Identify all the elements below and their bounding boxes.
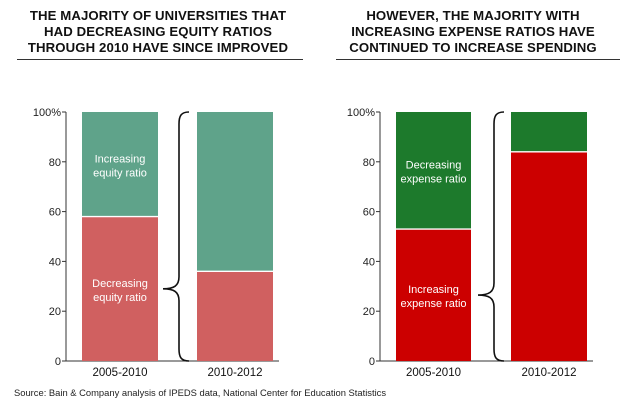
left-segment-label: equity ratio: [93, 292, 147, 304]
right-segment-label: Decreasing: [406, 160, 462, 172]
left-title-rule: [17, 59, 303, 60]
right-y-tick-label: 60: [363, 207, 375, 219]
right-title-line-2: INCREASING EXPENSE RATIOS HAVE: [351, 24, 595, 39]
left-segment-label: Decreasing: [92, 278, 148, 290]
left-y-tick-label: 20: [49, 306, 61, 318]
right-bar-2005-2010-increasing-expense-ratio: [396, 229, 471, 361]
left-title-line-3: THROUGH 2010 HAVE SINCE IMPROVED: [27, 40, 289, 55]
right-title-line-1: HOWEVER, THE MAJORITY WITH: [366, 8, 580, 23]
left-segment-label: equity ratio: [93, 167, 147, 179]
left-y-tick-label: 0: [55, 356, 61, 368]
left-y-tick-label: 60: [49, 207, 61, 219]
right-y-tick-label: 0: [369, 356, 375, 368]
left-bar-2005-2010-decreasing-equity-ratio: [82, 216, 158, 361]
left-title-line-2: HAD DECREASING EQUITY RATIOS: [44, 24, 272, 39]
right-y-tick-label: 100%: [347, 107, 375, 119]
left-bar-2005-2010-increasing-equity-ratio: [82, 112, 158, 217]
right-y-tick-label: 40: [363, 256, 375, 268]
right-segment-label: expense ratio: [400, 298, 466, 310]
right-chart-title: HOWEVER, THE MAJORITY WITH INCREASING EX…: [328, 8, 618, 56]
left-chart-title: THE MAJORITY OF UNIVERSITIES THAT HAD DE…: [13, 8, 303, 56]
right-segment-label: expense ratio: [400, 174, 466, 186]
right-x-tick-label: 2010-2012: [522, 367, 577, 379]
right-x-tick-label: 2005-2010: [406, 367, 461, 379]
left-x-tick-label: 2005-2010: [93, 367, 148, 379]
right-segment-label: Increasing: [408, 284, 459, 296]
left-bar-2010-2012-decreasing-equity-ratio: [197, 271, 273, 361]
left-y-tick-label: 80: [49, 157, 61, 169]
left-title-line-1: THE MAJORITY OF UNIVERSITIES THAT: [29, 8, 287, 23]
left-bar-2010-2012-increasing-equity-ratio: [197, 112, 273, 272]
right-title-line-3: CONTINUED TO INCREASE SPENDING: [349, 40, 597, 55]
source-note: Source: Bain & Company analysis of IPEDS…: [14, 387, 387, 398]
right-bar-2010-2012-increasing-expense-ratio: [511, 151, 587, 361]
right-bar-2005-2010-decreasing-expense-ratio: [396, 112, 471, 230]
right-bar-2010-2012-decreasing-expense-ratio: [511, 112, 587, 152]
left-x-tick-label: 2010-2012: [208, 367, 263, 379]
left-y-tick-label: 40: [49, 256, 61, 268]
left-y-tick-label: 100%: [33, 107, 61, 119]
right-bracket: [477, 111, 505, 362]
left-segment-label: Increasing: [95, 153, 146, 165]
right-title-rule: [336, 59, 620, 60]
left-bracket: [162, 111, 190, 362]
right-y-tick-label: 20: [363, 306, 375, 318]
right-y-tick-label: 80: [363, 157, 375, 169]
